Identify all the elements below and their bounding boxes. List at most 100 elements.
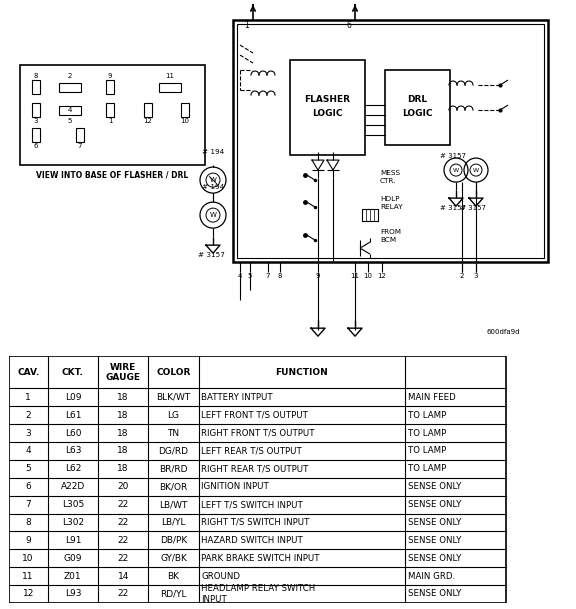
Text: L63: L63 xyxy=(65,446,81,456)
Text: 22: 22 xyxy=(118,554,129,563)
Bar xyxy=(106,103,114,117)
Text: 22: 22 xyxy=(118,536,129,545)
Text: MAIN FEED: MAIN FEED xyxy=(408,393,456,402)
Text: 5: 5 xyxy=(68,118,72,124)
Text: L93: L93 xyxy=(65,590,81,599)
Text: SENSE ONLY: SENSE ONLY xyxy=(408,518,461,527)
Bar xyxy=(59,105,81,114)
Text: L60: L60 xyxy=(65,429,81,437)
Text: COLOR: COLOR xyxy=(156,368,191,377)
Text: HEADLAMP RELAY SWITCH
INPUT: HEADLAMP RELAY SWITCH INPUT xyxy=(202,584,316,604)
Text: 22: 22 xyxy=(118,590,129,599)
Text: W: W xyxy=(453,167,459,172)
Text: HAZARD SWITCH INPUT: HAZARD SWITCH INPUT xyxy=(202,536,303,545)
Text: BATTERY INTPUT: BATTERY INTPUT xyxy=(202,393,273,402)
Text: L302: L302 xyxy=(62,518,84,527)
Bar xyxy=(32,103,40,117)
Text: # 3157: # 3157 xyxy=(460,205,486,211)
Text: LB/YL: LB/YL xyxy=(161,518,185,527)
Text: MESS: MESS xyxy=(380,170,400,176)
Text: 10: 10 xyxy=(363,273,373,279)
Text: RIGHT T/S SWITCH INPUT: RIGHT T/S SWITCH INPUT xyxy=(202,518,310,527)
Text: CAV.: CAV. xyxy=(17,368,39,377)
Text: 18: 18 xyxy=(118,410,129,420)
Text: SENSE ONLY: SENSE ONLY xyxy=(408,500,461,509)
Text: 12: 12 xyxy=(22,590,34,599)
Text: # 3157: # 3157 xyxy=(440,205,466,211)
Text: 2: 2 xyxy=(25,410,31,420)
Text: 2: 2 xyxy=(68,73,72,79)
Text: RD/YL: RD/YL xyxy=(160,590,187,599)
Text: LB/WT: LB/WT xyxy=(160,500,188,509)
Text: SENSE ONLY: SENSE ONLY xyxy=(408,554,461,563)
Text: BCM: BCM xyxy=(380,237,396,243)
Text: W: W xyxy=(210,177,217,183)
Text: 10: 10 xyxy=(180,118,190,124)
Text: HDLP: HDLP xyxy=(380,196,400,202)
Text: BK: BK xyxy=(168,572,180,580)
Text: LG: LG xyxy=(168,410,180,420)
Bar xyxy=(362,209,378,221)
Bar xyxy=(32,128,40,142)
Text: 1: 1 xyxy=(108,118,112,124)
Text: 18: 18 xyxy=(118,446,129,456)
Text: TO LAMP: TO LAMP xyxy=(408,429,446,437)
Text: 8: 8 xyxy=(25,518,31,527)
Text: BLK/WT: BLK/WT xyxy=(156,393,191,402)
Text: 22: 22 xyxy=(118,500,129,509)
Text: 8: 8 xyxy=(34,73,38,79)
Text: 9: 9 xyxy=(25,536,31,545)
Text: MAIN GRD.: MAIN GRD. xyxy=(408,572,455,580)
Text: 4: 4 xyxy=(68,107,72,113)
Text: 4: 4 xyxy=(25,446,31,456)
Bar xyxy=(59,83,81,91)
Text: 1: 1 xyxy=(25,393,31,402)
Bar xyxy=(290,60,365,155)
Text: L62: L62 xyxy=(65,464,81,473)
Text: G09: G09 xyxy=(63,554,82,563)
Text: # 3157: # 3157 xyxy=(440,153,466,159)
Text: 18: 18 xyxy=(118,393,129,402)
Text: 3: 3 xyxy=(25,429,31,437)
Text: TO LAMP: TO LAMP xyxy=(408,446,446,456)
Text: L09: L09 xyxy=(65,393,81,402)
Text: FUNCTION: FUNCTION xyxy=(275,368,328,377)
Bar xyxy=(159,83,181,91)
Text: FLASHER: FLASHER xyxy=(305,95,351,104)
Text: 7: 7 xyxy=(25,500,31,509)
Text: 12: 12 xyxy=(377,273,386,279)
Text: DG/RD: DG/RD xyxy=(158,446,188,456)
Text: 14: 14 xyxy=(118,572,129,580)
Text: IGNITION INPUT: IGNITION INPUT xyxy=(202,482,269,491)
Bar xyxy=(20,65,205,165)
Bar xyxy=(9,356,506,603)
Text: # 194: # 194 xyxy=(202,184,224,190)
Text: GROUND: GROUND xyxy=(202,572,240,580)
Text: BR/RD: BR/RD xyxy=(159,464,188,473)
Text: # 194: # 194 xyxy=(202,149,224,155)
Text: VIEW INTO BASE OF FLASHER / DRL: VIEW INTO BASE OF FLASHER / DRL xyxy=(36,171,188,180)
Text: PARK BRAKE SWITCH INPUT: PARK BRAKE SWITCH INPUT xyxy=(202,554,320,563)
Text: 4: 4 xyxy=(238,273,242,279)
Text: LOGIC: LOGIC xyxy=(312,109,343,118)
Text: DB/PK: DB/PK xyxy=(160,536,187,545)
Text: GY/BK: GY/BK xyxy=(160,554,187,563)
Text: 3: 3 xyxy=(34,118,38,124)
Text: 6: 6 xyxy=(25,482,31,491)
Text: BK/OR: BK/OR xyxy=(160,482,188,491)
Text: W: W xyxy=(210,212,217,218)
Bar xyxy=(144,103,152,117)
Bar xyxy=(106,80,114,94)
Text: 5: 5 xyxy=(248,273,252,279)
Text: RIGHT REAR T/S OUTPUT: RIGHT REAR T/S OUTPUT xyxy=(202,464,309,473)
Text: 5: 5 xyxy=(25,464,31,473)
Text: CKT.: CKT. xyxy=(62,368,84,377)
Text: 8: 8 xyxy=(278,273,282,279)
Text: 10: 10 xyxy=(22,554,34,563)
Text: TO LAMP: TO LAMP xyxy=(408,464,446,473)
Text: 18: 18 xyxy=(118,464,129,473)
Text: SENSE ONLY: SENSE ONLY xyxy=(408,590,461,599)
Text: 7: 7 xyxy=(78,143,82,149)
Text: L61: L61 xyxy=(65,410,81,420)
Text: L305: L305 xyxy=(62,500,84,509)
